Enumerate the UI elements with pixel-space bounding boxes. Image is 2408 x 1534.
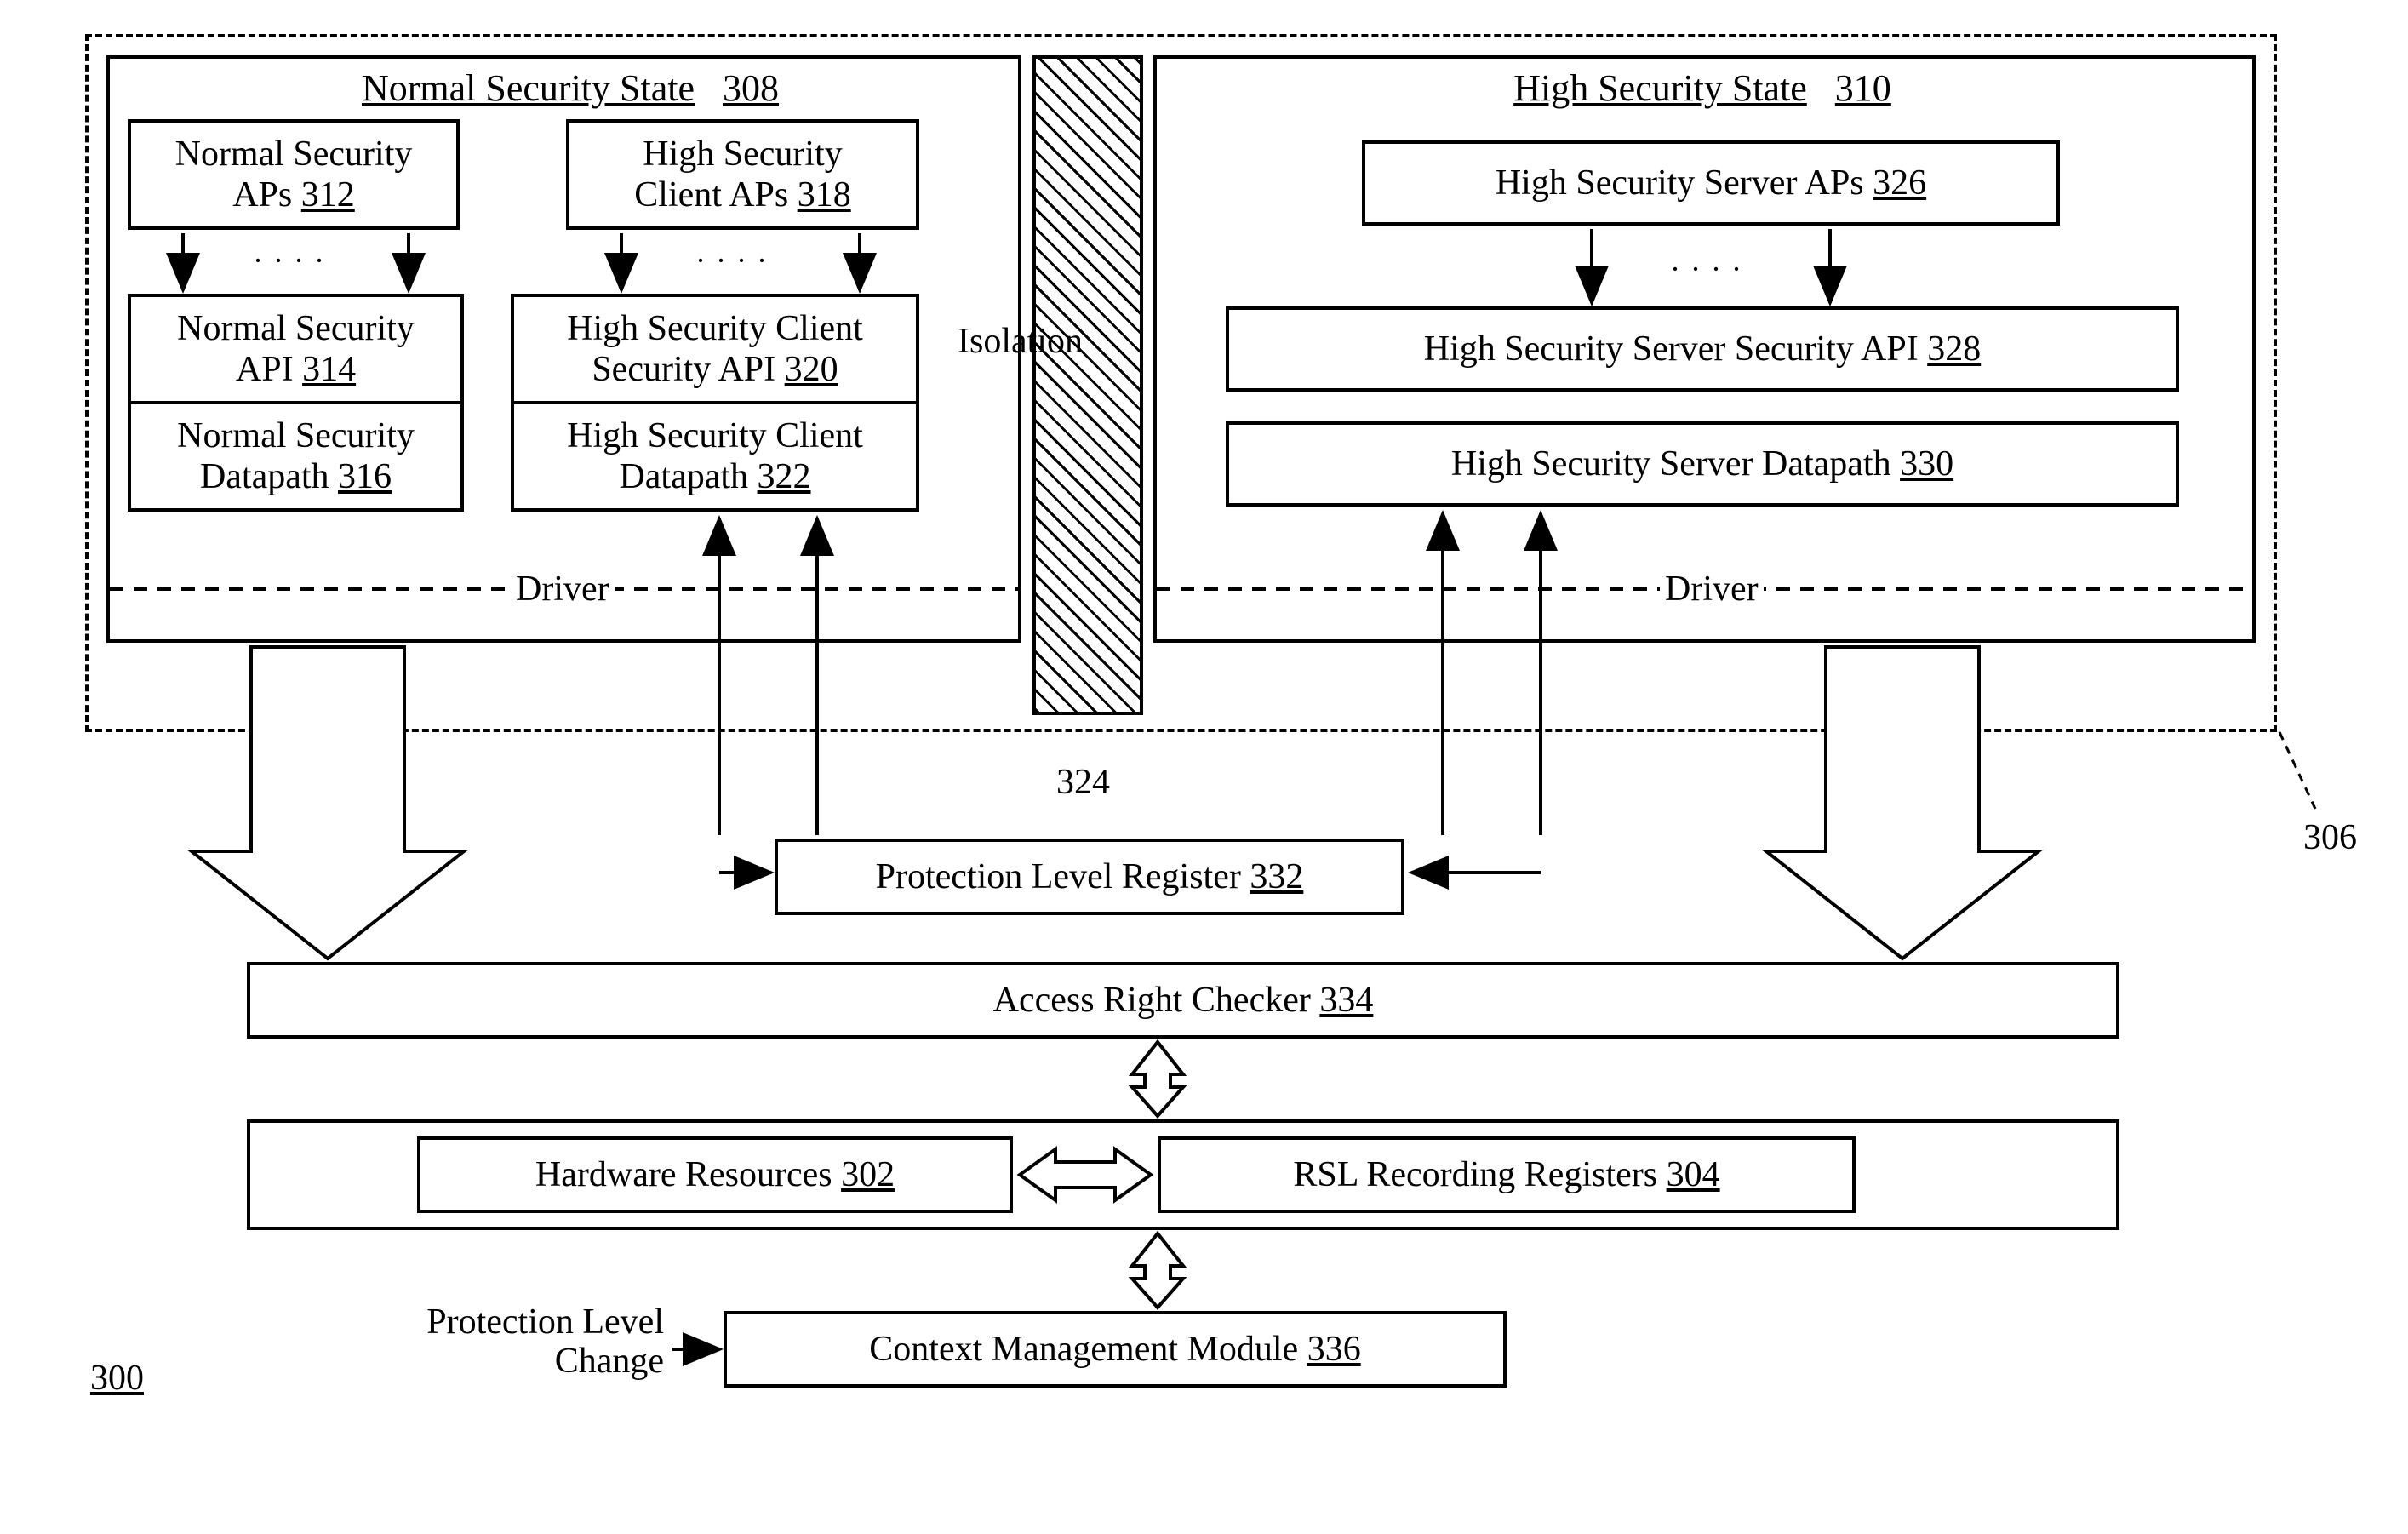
server-aps-ref: 326 <box>1873 163 1926 203</box>
server-api-box: High Security Server Security API 328 <box>1226 306 2179 392</box>
client-datapath-box: High Security Client Datapath 322 <box>511 401 919 512</box>
server-datapath-ref: 330 <box>1900 444 1953 484</box>
client-aps-box: High Security Client APs 318 <box>566 119 919 230</box>
normal-aps-ref: 312 <box>301 175 355 215</box>
context-mgmt-text: Context Management Module <box>869 1330 1298 1369</box>
dots-normal: ···· <box>243 243 345 278</box>
isolation-ref-label: 324 <box>1051 762 1115 803</box>
server-aps-box: High Security Server APs 326 <box>1362 140 2060 226</box>
normal-aps-box: Normal Security APs 312 <box>128 119 460 230</box>
request-label-left: Request with UAR <box>264 690 379 808</box>
security-architecture-diagram: Normal Security State 308 Normal Securit… <box>34 34 2374 1500</box>
hw-resources-ref: 302 <box>841 1155 895 1194</box>
normal-state-title-text: Normal Security State <box>362 67 695 109</box>
client-api-ref: 320 <box>785 350 838 389</box>
rsl-registers-text: RSL Recording Registers <box>1293 1155 1657 1194</box>
protection-change-text: Protection Level Change <box>426 1302 664 1381</box>
normal-datapath-box: Normal Security Datapath 316 <box>128 401 464 512</box>
server-aps-text: High Security Server APs <box>1496 163 1864 203</box>
context-mgmt-ref: 336 <box>1307 1330 1361 1369</box>
protection-register-text: Protection Level Register <box>876 857 1241 896</box>
server-api-text: High Security Server Security API <box>1424 329 1919 369</box>
normal-api-box: Normal Security API 314 <box>128 294 464 404</box>
figure-ref-text: 300 <box>90 1359 144 1398</box>
isolation-column <box>1032 55 1143 715</box>
high-state-title: High Security State 310 <box>1379 66 2026 110</box>
server-api-ref: 328 <box>1927 329 1981 369</box>
driver-label-left: Driver <box>511 569 615 610</box>
server-datapath-box: High Security Server Datapath 330 <box>1226 421 2179 507</box>
request-label-right-text: Request with UAR <box>1839 690 1953 807</box>
normal-state-title: Normal Security State 308 <box>247 66 894 110</box>
protection-register-box: Protection Level Register 332 <box>775 839 1404 915</box>
high-state-ref: 310 <box>1835 67 1891 109</box>
access-checker-text: Access Right Checker <box>993 981 1311 1020</box>
access-checker-box: Access Right Checker 334 <box>247 962 2119 1039</box>
request-label-left-text: Request with UAR <box>264 690 379 807</box>
high-state-title-text: High Security State <box>1513 67 1807 109</box>
normal-api-text: Normal Security API <box>177 309 415 389</box>
outer-ref: 306 <box>2298 817 2362 858</box>
dots-client: ···· <box>685 243 787 278</box>
hw-resources-text: Hardware Resources <box>535 1155 832 1194</box>
normal-datapath-ref: 316 <box>338 457 392 496</box>
normal-aps-text: Normal Security APs <box>175 135 413 215</box>
client-datapath-ref: 322 <box>758 457 811 496</box>
rsl-registers-ref: 304 <box>1667 1155 1720 1194</box>
protection-change-label: Protection Level Change <box>323 1302 664 1381</box>
normal-state-ref: 308 <box>723 67 779 109</box>
protection-register-ref: 332 <box>1250 857 1303 896</box>
isolation-label: Isolation <box>952 321 1088 362</box>
server-datapath-text: High Security Server Datapath <box>1451 444 1891 484</box>
driver-label-right: Driver <box>1660 569 1764 610</box>
request-label-right: Request with UAR <box>1839 690 1953 808</box>
hw-resources-box: Hardware Resources 302 <box>417 1136 1013 1213</box>
client-aps-ref: 318 <box>798 175 851 215</box>
client-api-box: High Security Client Security API 320 <box>511 294 919 404</box>
normal-api-ref: 314 <box>302 350 356 389</box>
figure-ref: 300 <box>85 1358 149 1399</box>
access-checker-ref: 334 <box>1319 981 1373 1020</box>
rsl-registers-box: RSL Recording Registers 304 <box>1158 1136 1856 1213</box>
dots-server: ···· <box>1660 251 1762 287</box>
context-mgmt-box: Context Management Module 336 <box>724 1311 1507 1388</box>
client-datapath-text: High Security Client Datapath <box>567 416 863 496</box>
